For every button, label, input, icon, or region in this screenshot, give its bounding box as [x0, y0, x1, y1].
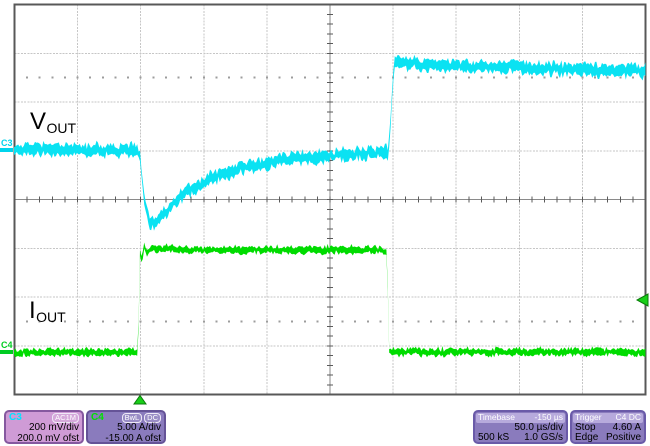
- trigger-delay-marker[interactable]: [133, 394, 147, 405]
- c4-amps-per-div: 5.00 A/div: [117, 422, 161, 433]
- c4-offset: -15.00 A ofst: [105, 432, 161, 444]
- trigger-title: Trigger: [575, 412, 602, 422]
- trigger-slope: Positive: [605, 432, 641, 443]
- iout-label: IOUT: [29, 297, 66, 325]
- coupling-badge-ac1m: AC1M: [52, 413, 79, 423]
- sample-rate: 1.0 GS/s: [524, 432, 563, 443]
- time-per-div: 50.0 µs/div: [514, 421, 563, 433]
- coupling-badge-dc: DC: [144, 413, 161, 423]
- svg-text:C3: C3: [1, 138, 13, 148]
- channel-c4-name: C4: [91, 411, 104, 423]
- timebase-delay: -150 µs: [534, 412, 563, 422]
- trigger-level-marker[interactable]: [635, 293, 649, 307]
- graticule: [13, 3, 647, 396]
- acquisition-state: Stop: [575, 421, 596, 433]
- c3-volts-per-div: 200 mV/div: [28, 422, 79, 433]
- sample-count: 500 kS: [478, 432, 510, 443]
- trigger-type: Edge: [575, 432, 599, 443]
- vout-label: VOUT: [30, 108, 77, 136]
- channel-c3-name: C3: [9, 411, 22, 423]
- trigger-level-value: 4.60 A: [612, 421, 641, 433]
- channel-c4-box[interactable]: C4 BwL DC 5.00 A/div -15.00 A ofst: [86, 410, 166, 444]
- c3-position-marker[interactable]: C3: [0, 138, 13, 152]
- trigger-box[interactable]: Trigger C4 DC Stop 4.60 A Edge Positive: [570, 410, 646, 444]
- trigger-source: C4 DC: [615, 412, 641, 422]
- c4-position-marker[interactable]: C4: [0, 340, 13, 354]
- c3-offset: 200.0 mV ofst: [17, 432, 79, 444]
- channel-c3-box[interactable]: C3 AC1M 200 mV/div 200.0 mV ofst: [4, 410, 84, 444]
- svg-text:C4: C4: [1, 340, 13, 350]
- timebase-title: Timebase: [478, 412, 516, 422]
- vout-trace: [14, 54, 646, 231]
- bandwidth-limit-badge: BwL: [121, 413, 143, 423]
- timebase-box[interactable]: Timebase -150 µs 50.0 µs/div 500 kS 1.0 …: [473, 410, 568, 444]
